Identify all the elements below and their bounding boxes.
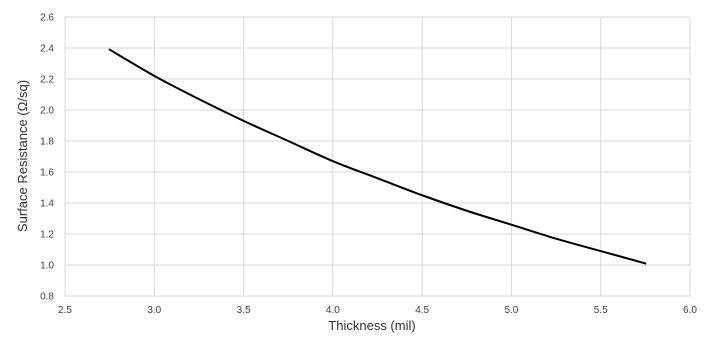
y-axis-ticks: 0.8 1.0 1.2 1.4 1.6 1.8 2.0 2.2 2.4 2.6 [40,13,54,303]
series-layer [108,48,647,265]
y-tick-label: 1.6 [40,168,54,179]
grid-layer [64,16,691,297]
y-tick-label: 2.6 [40,13,54,24]
y-tick-label: 1.0 [40,261,54,272]
y-tick-label: 2.2 [40,75,54,86]
y-tick-label: 0.8 [40,292,54,303]
x-axis-title: Thickness (mil) [328,318,415,333]
y-tick-label: 1.2 [40,230,54,241]
x-tick-label: 2.5 [58,305,72,316]
series-line [108,48,647,265]
y-tick-label: 1.4 [40,199,54,210]
x-tick-label: 3.5 [237,305,251,316]
x-tick-label: 4.0 [326,305,340,316]
y-tick-label: 2.4 [40,44,54,55]
plot-area-frame [64,16,691,297]
y-tick-label: 2.0 [40,106,54,117]
y-tick-label: 1.8 [40,137,54,148]
x-tick-label: 5.5 [594,305,608,316]
x-tick-label: 6.0 [683,305,697,316]
x-axis-ticks: 2.5 3.0 3.5 4.0 4.5 5.0 5.5 6.0 [58,305,697,316]
x-tick-label: 5.0 [504,305,518,316]
x-tick-label: 3.0 [147,305,161,316]
x-tick-label: 4.5 [415,305,429,316]
y-axis-title: Surface Resistance (Ω/sq) [15,80,30,232]
